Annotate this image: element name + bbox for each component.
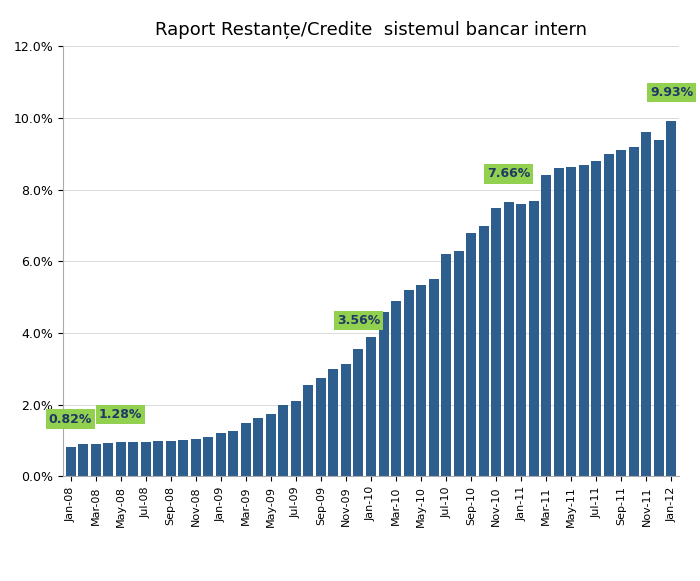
Bar [654, 139, 664, 476]
Bar [528, 200, 539, 476]
Bar [116, 442, 125, 476]
Bar [190, 439, 201, 476]
Text: 1.28%: 1.28% [99, 408, 142, 421]
Text: 9.93%: 9.93% [650, 86, 693, 99]
Bar [666, 121, 676, 476]
Bar [216, 433, 226, 476]
Bar [341, 364, 351, 476]
Bar [78, 444, 88, 476]
Bar [566, 167, 576, 476]
Bar [541, 175, 552, 476]
Bar [592, 161, 601, 476]
Text: 7.66%: 7.66% [487, 167, 531, 181]
Text: 0.82%: 0.82% [49, 413, 92, 425]
Text: 3.56%: 3.56% [337, 314, 380, 327]
Bar [203, 437, 214, 476]
Bar [178, 440, 188, 476]
Bar [90, 444, 101, 476]
Bar [266, 414, 276, 476]
Bar [153, 442, 163, 476]
Bar [228, 431, 238, 476]
Bar [466, 233, 476, 476]
Bar [103, 443, 113, 476]
Bar [391, 301, 401, 476]
Bar [328, 369, 338, 476]
Bar [241, 423, 251, 476]
Bar [316, 378, 326, 476]
Bar [441, 254, 451, 476]
Title: Raport Restanțe/Credite  sistemul bancar intern: Raport Restanțe/Credite sistemul bancar … [155, 21, 587, 40]
Bar [66, 447, 76, 476]
Bar [416, 285, 426, 476]
Bar [141, 442, 150, 476]
Bar [504, 202, 514, 476]
Bar [479, 225, 489, 476]
Bar [554, 168, 564, 476]
Bar [404, 290, 414, 476]
Bar [366, 337, 376, 476]
Bar [279, 405, 288, 476]
Bar [166, 440, 176, 476]
Bar [128, 442, 138, 476]
Bar [491, 207, 501, 476]
Bar [454, 251, 463, 476]
Bar [379, 311, 389, 476]
Bar [617, 150, 626, 476]
Bar [428, 279, 439, 476]
Bar [604, 154, 614, 476]
Bar [303, 385, 314, 476]
Bar [641, 132, 652, 476]
Bar [579, 165, 589, 476]
Bar [516, 204, 526, 476]
Bar [629, 147, 639, 476]
Bar [253, 418, 263, 476]
Bar [291, 401, 301, 476]
Bar [354, 349, 363, 476]
